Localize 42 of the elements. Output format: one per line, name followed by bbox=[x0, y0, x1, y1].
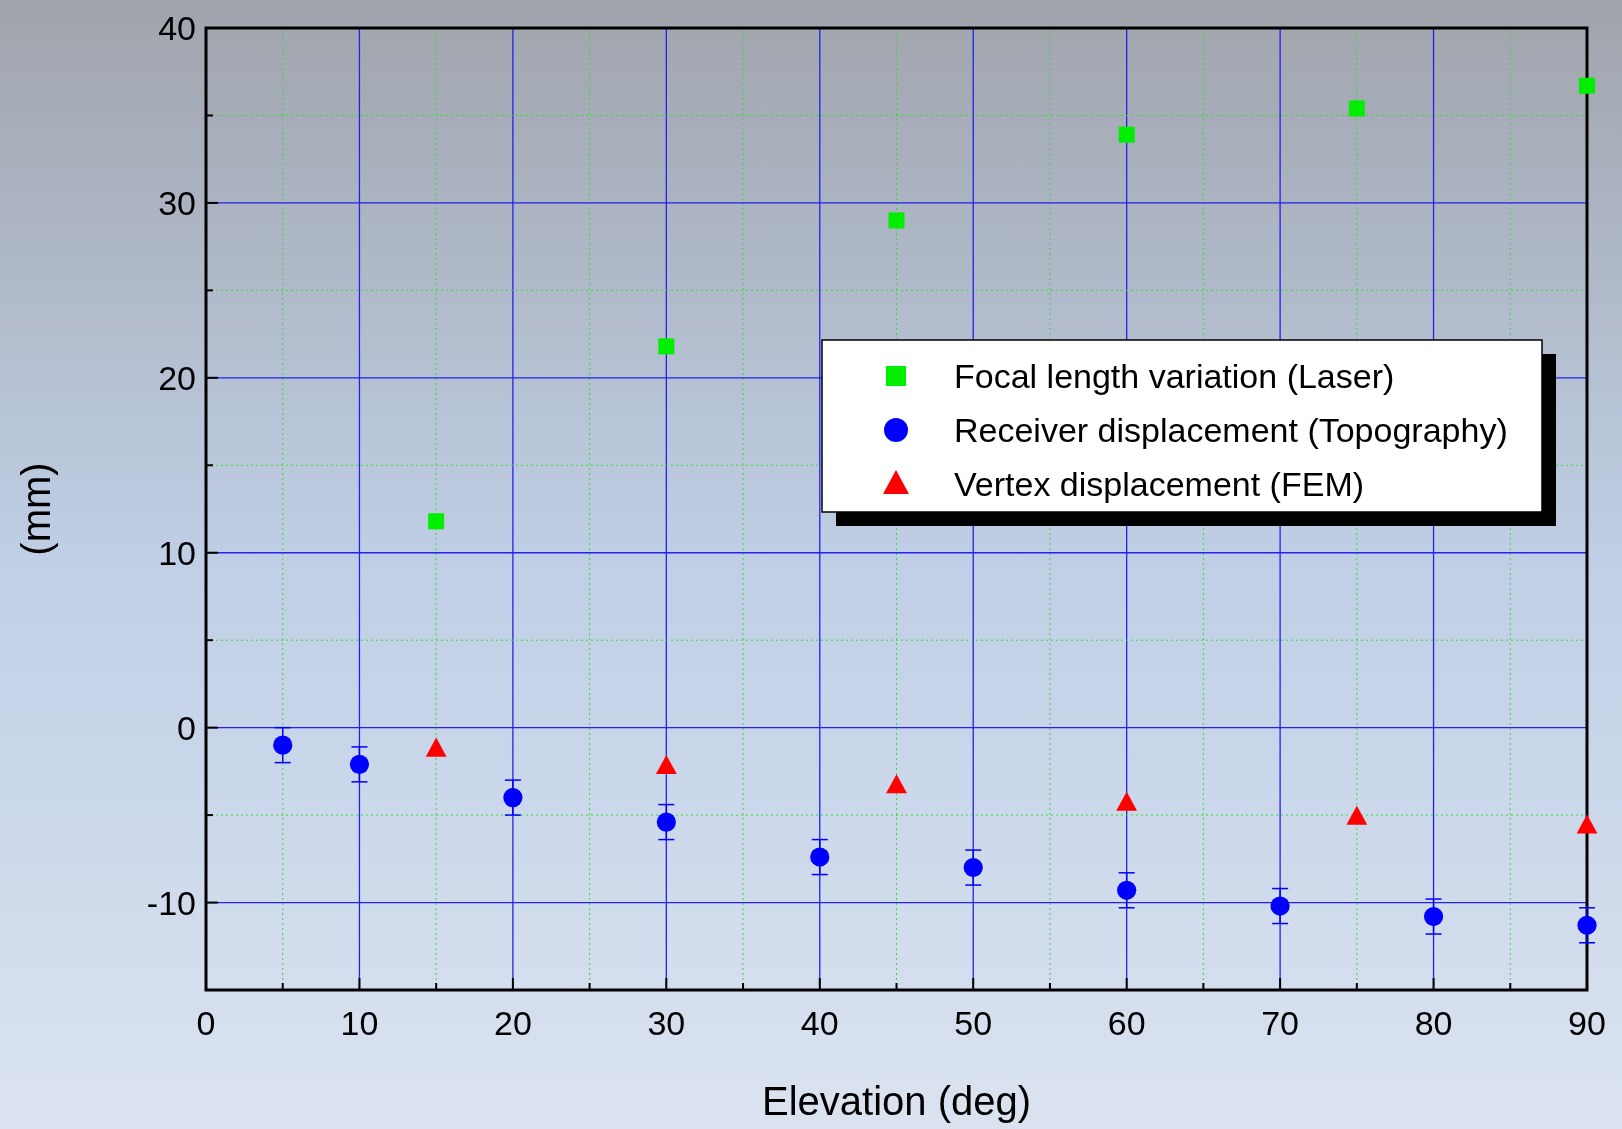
point bbox=[655, 754, 677, 775]
point bbox=[503, 788, 523, 808]
legend-label: Receiver displacement (Topography) bbox=[954, 411, 1508, 449]
point bbox=[349, 754, 370, 774]
x-tick-label: 80 bbox=[1414, 1004, 1453, 1042]
y-tick-label: 20 bbox=[158, 358, 196, 397]
x-tick-label: 70 bbox=[1261, 1004, 1300, 1042]
y-tick-label: 30 bbox=[158, 183, 196, 222]
x-tick-label: 40 bbox=[800, 1004, 839, 1042]
point bbox=[1577, 915, 1597, 935]
point bbox=[1118, 126, 1135, 143]
point bbox=[886, 774, 907, 794]
point bbox=[1576, 814, 1598, 834]
point bbox=[273, 735, 293, 755]
y-tick-label: 10 bbox=[158, 533, 196, 572]
y-tick-label: 40 bbox=[158, 9, 196, 47]
x-tick-label: 30 bbox=[647, 1004, 686, 1042]
y-axis-title: (mm) bbox=[14, 462, 58, 556]
x-axis-title: Elevation (deg) bbox=[761, 1079, 1032, 1123]
point bbox=[888, 212, 905, 229]
point bbox=[656, 812, 676, 832]
legend-label: Vertex displacement (FEM) bbox=[954, 465, 1365, 503]
point bbox=[1346, 805, 1368, 825]
x-tick-label: 60 bbox=[1107, 1004, 1146, 1042]
point bbox=[963, 857, 983, 878]
point bbox=[658, 338, 675, 355]
x-tick-label: 50 bbox=[954, 1004, 993, 1042]
x-tick-label: 90 bbox=[1568, 1004, 1606, 1042]
point bbox=[1579, 77, 1595, 94]
y-tick-label: 0 bbox=[177, 708, 196, 747]
point bbox=[1423, 906, 1444, 927]
point bbox=[425, 737, 447, 757]
x-tick-label: 20 bbox=[493, 1004, 532, 1042]
y-tick-label: -10 bbox=[146, 883, 196, 922]
point bbox=[1348, 100, 1365, 117]
point bbox=[428, 513, 445, 530]
point bbox=[1117, 880, 1137, 900]
point bbox=[1270, 896, 1290, 916]
x-tick-label: 10 bbox=[340, 1004, 379, 1042]
point bbox=[1116, 791, 1138, 811]
legend-label: Focal length variation (Laser) bbox=[954, 357, 1395, 395]
point bbox=[810, 847, 830, 867]
